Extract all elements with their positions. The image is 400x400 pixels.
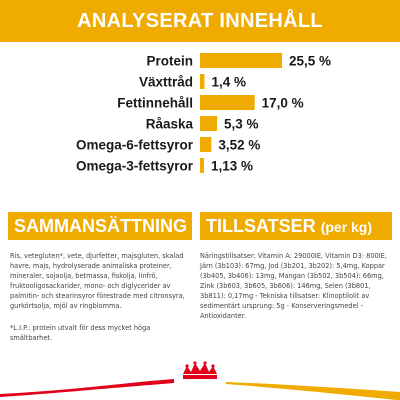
additives-unit: (per kg): [320, 218, 373, 235]
category-label: Omega-3-fettsyror: [76, 159, 194, 174]
nutrient-bar-chart: Protein 25,5 % Växttråd 1,4 % Fettinnehåll 17…: [76, 53, 331, 174]
header-band: ANALYSERAT INNEHÅLL: [0, 0, 400, 42]
bar: [200, 95, 255, 110]
additives-header: TILLSATSER (per kg): [200, 212, 392, 240]
composition-text: Ris, vetegluten*, vete, djurfetter, majs…: [10, 252, 185, 310]
bar: [200, 158, 204, 173]
value-label: 3,52 %: [218, 138, 260, 153]
value-label: 17,0 %: [262, 96, 304, 111]
category-label: Omega-6-fettsyror: [76, 138, 194, 153]
composition-note: *L.I.P.: protein utvalt för dess mycket …: [10, 324, 151, 342]
footer: [0, 361, 400, 400]
category-label: Protein: [146, 54, 193, 69]
royal-canin-crown-logo: [183, 361, 217, 379]
value-label: 5,3 %: [224, 117, 259, 132]
footer-yellow-swoosh: [226, 382, 400, 400]
composition-header: SAMMANSÄTTNING: [8, 212, 192, 240]
bar: [200, 53, 282, 68]
additives-title-wrap: TILLSATSER (per kg): [206, 216, 372, 237]
bar: [200, 74, 205, 89]
additives-title: TILLSATSER: [206, 215, 316, 236]
category-label: Råaska: [146, 117, 194, 132]
category-label: Fettinnehåll: [117, 96, 193, 111]
category-label: Växttråd: [139, 75, 193, 90]
value-label: 25,5 %: [289, 54, 331, 69]
footer-red-swoosh: [0, 379, 174, 397]
composition-title: SAMMANSÄTTNING: [14, 215, 187, 236]
value-label: 1,13 %: [211, 159, 253, 174]
page-title: ANALYSERAT INNEHÅLL: [77, 9, 323, 32]
additives-text: Näringstillsatser: Vitamin A: 29000IE, V…: [200, 252, 387, 320]
value-label: 1,4 %: [212, 75, 247, 90]
bar: [200, 137, 212, 152]
bar: [200, 116, 218, 131]
